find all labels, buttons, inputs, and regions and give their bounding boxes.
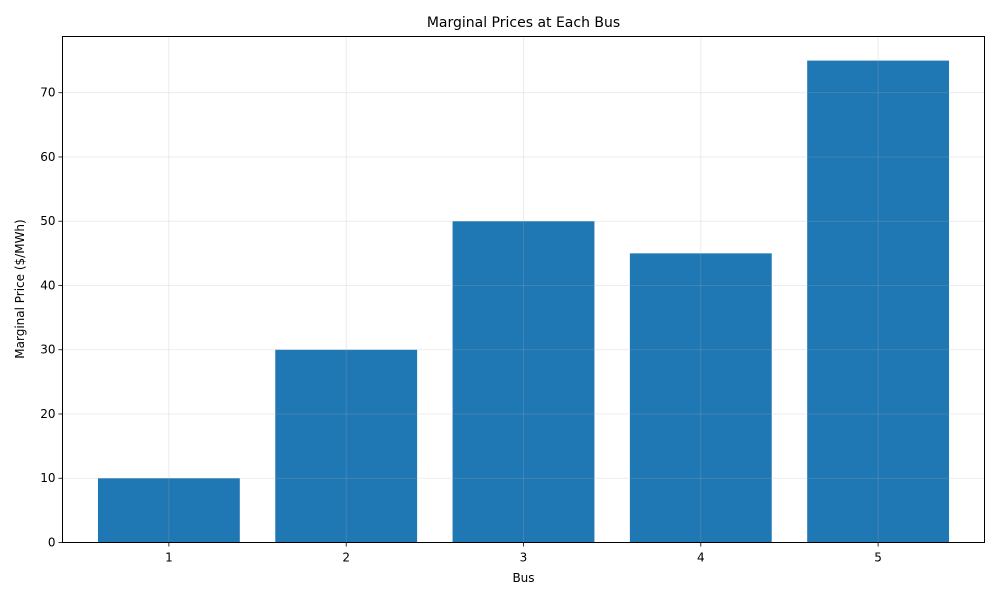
- y-axis: 0 10 20 30 40 50 60 70: [40, 86, 63, 550]
- x-axis-label: Bus: [512, 571, 534, 585]
- y-axis-label: Marginal Price ($/MWh): [13, 219, 27, 358]
- bar-5: [807, 60, 950, 543]
- bar-1: [97, 478, 240, 543]
- y-tick-label: 0: [48, 536, 56, 550]
- y-tick-label: 20: [40, 407, 55, 421]
- y-tick-label: 40: [40, 278, 55, 292]
- chart-title: Marginal Prices at Each Bus: [427, 15, 620, 31]
- y-tick-label: 60: [40, 150, 55, 164]
- y-tick-label: 30: [40, 343, 55, 357]
- y-tick-label: 50: [40, 214, 55, 228]
- bar-2: [275, 349, 418, 543]
- bar-4: [629, 253, 772, 543]
- bar-3: [452, 221, 595, 543]
- plot-frame: [62, 36, 985, 543]
- bar-layer: [97, 60, 950, 543]
- x-axis: 1 2 3 4 5: [165, 542, 882, 565]
- x-tick-label: 4: [697, 551, 705, 565]
- x-tick-label: 1: [165, 551, 173, 565]
- y-tick-label: 70: [40, 86, 55, 100]
- x-tick-label: 3: [520, 551, 528, 565]
- x-tick-label: 2: [342, 551, 350, 565]
- x-tick-label: 5: [874, 551, 882, 565]
- y-tick-label: 10: [40, 471, 55, 485]
